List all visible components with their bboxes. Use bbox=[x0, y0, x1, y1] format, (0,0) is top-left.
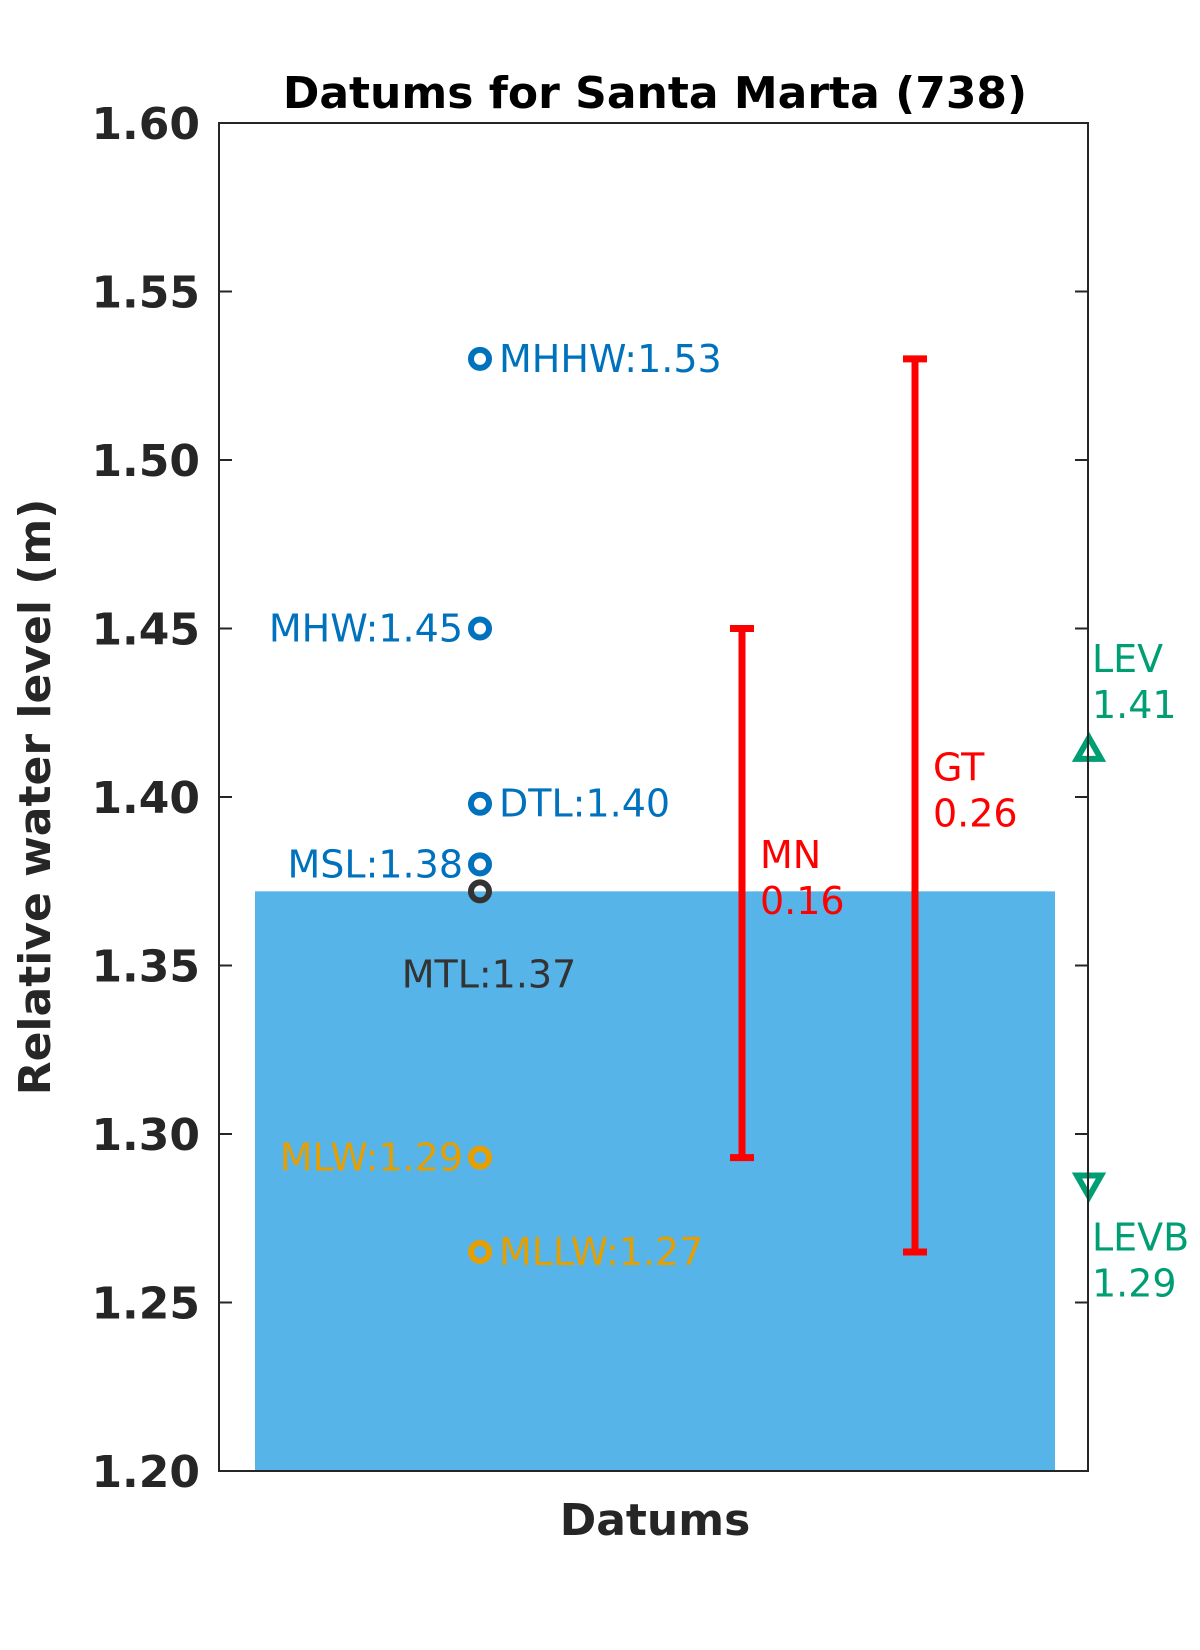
y-tick-label: 1.20 bbox=[91, 1447, 200, 1498]
range-label-value: 0.26 bbox=[933, 791, 1018, 835]
y-tick-label: 1.50 bbox=[91, 436, 200, 487]
datum-marker-dtl bbox=[468, 791, 492, 816]
datum-label-mtl: MTL:1.37 bbox=[402, 952, 577, 996]
range-label-name: MN bbox=[760, 833, 821, 877]
datum-marker-mhw bbox=[468, 616, 492, 641]
water-level-fill bbox=[255, 891, 1055, 1471]
label-levb-name: LEVB bbox=[1092, 1216, 1189, 1260]
y-axis-label: Relative water level (m) bbox=[10, 499, 61, 1096]
y-tick-label: 1.55 bbox=[91, 268, 200, 319]
datum-label-mlw: MLW:1.29 bbox=[280, 1136, 463, 1180]
datum-marker-mtl bbox=[468, 879, 492, 904]
datum-marker-mhhw bbox=[468, 346, 492, 371]
label-lev-value: 1.41 bbox=[1092, 683, 1177, 727]
datum-label-mhw: MHW:1.45 bbox=[269, 607, 463, 651]
range-label-name: GT bbox=[933, 745, 985, 789]
datum-label-mllw: MLLW:1.27 bbox=[499, 1230, 703, 1274]
range-label-value: 0.16 bbox=[760, 879, 845, 923]
datum-label-mhhw: MHHW:1.53 bbox=[499, 337, 722, 381]
x-axis-label: Datums bbox=[560, 1495, 751, 1546]
y-tick-label: 1.40 bbox=[91, 773, 200, 824]
y-tick-label: 1.35 bbox=[91, 942, 200, 993]
y-tick-label: 1.45 bbox=[91, 605, 200, 656]
datum-marker-mlw bbox=[468, 1145, 492, 1170]
y-tick-label: 1.25 bbox=[91, 1279, 200, 1330]
label-levb-value: 1.29 bbox=[1092, 1262, 1177, 1306]
y-tick-label: 1.30 bbox=[91, 1110, 200, 1161]
datum-label-msl: MSL:1.38 bbox=[288, 842, 464, 886]
datum-marker-msl bbox=[468, 852, 492, 877]
y-tick-label: 1.60 bbox=[91, 99, 200, 150]
label-lev-name: LEV bbox=[1092, 637, 1163, 681]
chart-title: Datums for Santa Marta (738) bbox=[283, 68, 1027, 119]
datum-marker-mllw bbox=[468, 1239, 492, 1264]
datum-label-dtl: DTL:1.40 bbox=[499, 782, 670, 826]
plot-frame bbox=[218, 122, 1089, 1472]
